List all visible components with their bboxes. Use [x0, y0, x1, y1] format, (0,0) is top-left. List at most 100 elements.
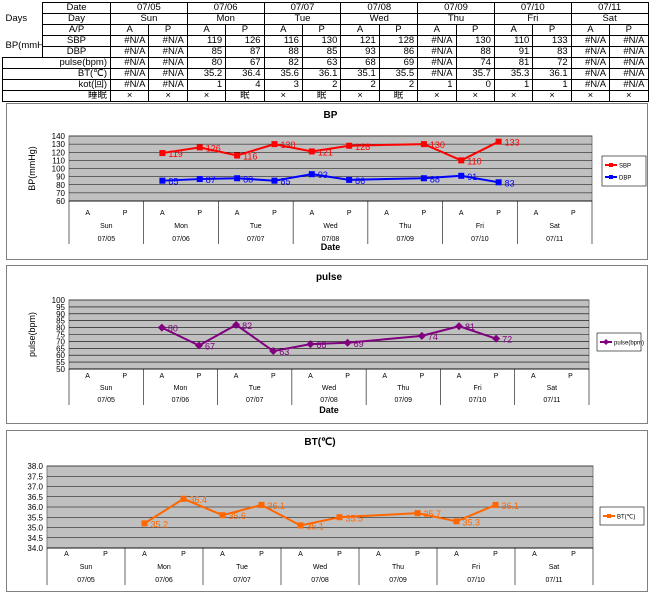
- kot-cell: #N/A: [609, 79, 649, 91]
- y-tick-label: 60: [56, 197, 65, 206]
- x-tick-label: P: [197, 373, 202, 380]
- x-tick-label: P: [337, 551, 342, 558]
- kot-cell: 1: [417, 79, 457, 91]
- data-label: 116: [243, 152, 257, 162]
- x-tick-label: A: [309, 210, 314, 217]
- bt-chart: BT(℃)34.034.535.035.536.036.537.037.538.…: [27, 437, 645, 585]
- x-tick-label: A: [534, 210, 539, 217]
- y-axis-label: BP(mmHg): [27, 146, 37, 191]
- y-tick-label: 34.0: [27, 544, 43, 553]
- sleep-cell: ×: [570, 90, 611, 102]
- y-tick-label: 38.0: [27, 462, 43, 471]
- data-label: 35.3: [463, 517, 481, 527]
- date-cell: 07/11: [570, 2, 649, 14]
- x-tick-label: A: [85, 373, 90, 380]
- dbp-cell: #N/A: [148, 46, 188, 58]
- y-tick-label: 35.0: [27, 524, 43, 533]
- x-tick-label: P: [103, 551, 108, 558]
- date-cell: 07/08: [340, 2, 419, 14]
- data-label: 88: [243, 174, 253, 184]
- x-tick-label: P: [347, 210, 352, 217]
- dbp-cell: #N/A: [570, 46, 611, 58]
- y-tick-label: 85: [56, 317, 65, 326]
- legend-entry: SBP: [619, 164, 631, 170]
- day-cell: Fri: [493, 13, 572, 25]
- data-label: 35.6: [229, 511, 247, 521]
- data-label: 91: [467, 172, 477, 182]
- data-label: 110: [467, 156, 481, 166]
- data-point: [343, 338, 352, 347]
- pulse-cell: 69: [378, 57, 419, 69]
- legend-box: [596, 332, 642, 352]
- legend-box: [599, 506, 645, 526]
- data-point: [219, 512, 226, 519]
- chart-title: pulse: [316, 272, 343, 283]
- data-point: [306, 340, 315, 349]
- ap-cell: A: [263, 24, 303, 36]
- pulse-cell: 82: [263, 57, 303, 69]
- data-point: [234, 152, 241, 159]
- y-tick-label: 100: [52, 165, 66, 174]
- data-point: [269, 347, 278, 356]
- bt-cell: 35.5: [378, 68, 419, 80]
- ap-cell: A: [417, 24, 457, 36]
- data-point: [159, 177, 166, 184]
- y-tick-label: 90: [56, 173, 65, 182]
- dbp-cell: 88: [263, 46, 303, 58]
- dbp-cell: #N/A: [417, 46, 457, 58]
- row-label-day: Day: [41, 13, 112, 25]
- x-date-label: 07/11: [546, 236, 563, 243]
- data-label: 119: [168, 149, 182, 159]
- y-tick-label: 36.5: [27, 493, 43, 502]
- y-tick-label: 60: [56, 351, 65, 360]
- x-tick-label: P: [197, 210, 202, 217]
- x-date-label: 07/07: [233, 577, 251, 584]
- x-date-label: 07/06: [172, 397, 190, 404]
- ap-cell: P: [301, 24, 342, 36]
- y-tick-label: 130: [52, 140, 66, 149]
- x-date-label: 07/09: [395, 397, 413, 404]
- y-tick-label: 35.5: [27, 513, 43, 522]
- table-row: 睡眠 × × × 眠 × 眠 × 眠 × × × × × ×: [1, 90, 649, 102]
- x-tick-label: A: [531, 373, 536, 380]
- bt-cell: 35.6: [263, 68, 303, 80]
- sbp-cell: 119: [186, 35, 227, 47]
- sleep-cell: ×: [186, 90, 227, 102]
- x-date-label: 07/08: [311, 577, 329, 584]
- sleep-cell: 眠: [301, 90, 342, 102]
- x-tick-label: A: [454, 551, 459, 558]
- data-label: 80: [168, 324, 178, 334]
- y-tick-label: 120: [52, 148, 66, 157]
- x-tick-label: A: [142, 551, 147, 558]
- bt-cell: 35.3: [493, 68, 534, 80]
- data-label: 85: [280, 177, 290, 187]
- kot-cell: #N/A: [570, 79, 611, 91]
- sleep-cell: 眠: [225, 90, 265, 102]
- y-tick-label: 80: [56, 181, 65, 190]
- x-tick-label: A: [160, 373, 165, 380]
- x-day-label: Tue: [249, 385, 261, 392]
- sleep-cell: ×: [532, 90, 572, 102]
- sbp-cell: #N/A: [417, 35, 457, 47]
- x-tick-label: P: [494, 373, 499, 380]
- data-point: [157, 323, 166, 332]
- dbp-cell: 88: [455, 46, 495, 58]
- data-point: [196, 176, 203, 183]
- data-label: 69: [354, 339, 364, 349]
- sleep-cell: 眠: [378, 90, 419, 102]
- x-tick-label: A: [64, 551, 69, 558]
- data-point: [232, 320, 241, 329]
- x-tick-label: A: [457, 373, 462, 380]
- bt-cell: #N/A: [110, 68, 150, 80]
- x-tick-label: P: [496, 210, 501, 217]
- x-tick-label: P: [420, 373, 425, 380]
- y-tick-label: 95: [56, 303, 65, 312]
- day-cell: Wed: [340, 13, 419, 25]
- x-date-label: 07/07: [246, 397, 264, 404]
- table-row: Day Sun Mon Tue Wed Thu Fri Sat: [3, 13, 649, 25]
- date-cell: 07/10: [493, 2, 572, 14]
- y-axis-label: pulse(bpm): [27, 312, 37, 357]
- data-point: [159, 150, 166, 157]
- data-point: [414, 510, 421, 517]
